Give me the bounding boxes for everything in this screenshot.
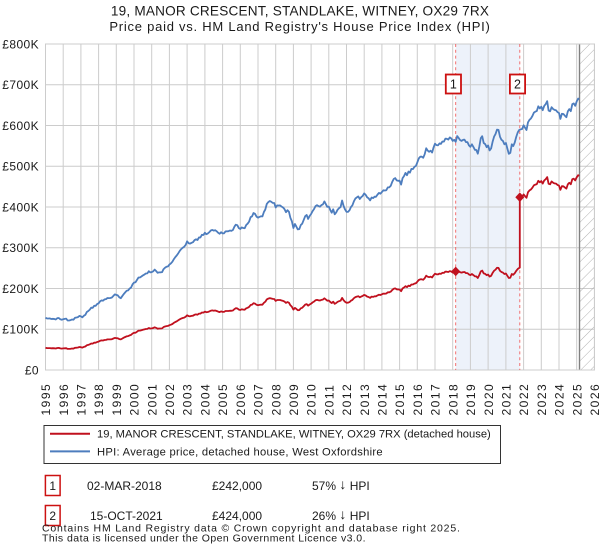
svg-text:2020: 2020 (482, 383, 496, 416)
svg-text:1995: 1995 (39, 383, 53, 416)
svg-text:2014: 2014 (376, 383, 390, 416)
svg-text:2003: 2003 (181, 383, 195, 416)
svg-text:2001: 2001 (145, 383, 159, 416)
svg-text:2012: 2012 (340, 383, 354, 416)
svg-text:57% ↓ HPI: 57% ↓ HPI (312, 476, 370, 493)
svg-text:19, MANOR CRESCENT, STANDLAKE,: 19, MANOR CRESCENT, STANDLAKE, WITNEY, O… (111, 4, 489, 19)
svg-text:2: 2 (514, 78, 521, 92)
svg-text:2007: 2007 (252, 383, 266, 416)
svg-text:2018: 2018 (446, 383, 460, 416)
svg-text:£100K: £100K (2, 323, 39, 337)
svg-text:26% ↓ HPI: 26% ↓ HPI (312, 506, 370, 523)
svg-text:£0: £0 (25, 363, 39, 377)
svg-text:£200K: £200K (2, 282, 39, 296)
svg-text:2005: 2005 (216, 383, 230, 416)
svg-text:2010: 2010 (305, 383, 319, 416)
svg-text:1: 1 (49, 479, 56, 493)
svg-text:02-MAR-2018: 02-MAR-2018 (87, 479, 162, 493)
svg-text:2023: 2023 (535, 383, 549, 416)
svg-text:2016: 2016 (411, 383, 425, 416)
svg-text:Contains HM Land Registry data: Contains HM Land Registry data © Crown c… (42, 523, 461, 535)
svg-text:2019: 2019 (464, 383, 478, 416)
svg-text:2008: 2008 (269, 383, 283, 416)
svg-text:2015: 2015 (393, 383, 407, 416)
svg-text:2: 2 (49, 509, 56, 523)
svg-text:1: 1 (450, 78, 457, 92)
svg-text:HPI: Average price, detached h: HPI: Average price, detached house, West… (97, 446, 383, 458)
svg-text:19, MANOR CRESCENT, STANDLAKE,: 19, MANOR CRESCENT, STANDLAKE, WITNEY, O… (97, 429, 491, 441)
svg-text:£800K: £800K (2, 37, 39, 51)
svg-text:Price paid vs. HM Land Registr: Price paid vs. HM Land Registry's House … (109, 19, 490, 34)
svg-text:2013: 2013 (358, 383, 372, 416)
svg-text:£424,000: £424,000 (212, 509, 262, 523)
svg-text:2026: 2026 (588, 383, 600, 416)
svg-text:15-OCT-2021: 15-OCT-2021 (90, 509, 163, 523)
svg-text:2004: 2004 (199, 383, 213, 416)
svg-text:1999: 1999 (110, 383, 124, 416)
svg-text:£700K: £700K (2, 78, 39, 92)
svg-text:£400K: £400K (2, 200, 39, 214)
svg-text:1997: 1997 (75, 383, 89, 416)
svg-text:2011: 2011 (322, 384, 336, 416)
svg-text:1998: 1998 (92, 383, 106, 416)
svg-text:2022: 2022 (517, 383, 531, 416)
svg-text:£242,000: £242,000 (212, 479, 262, 493)
svg-text:2017: 2017 (429, 383, 443, 416)
svg-text:2025: 2025 (570, 383, 584, 416)
svg-text:£300K: £300K (2, 241, 39, 255)
svg-text:2024: 2024 (553, 383, 567, 416)
svg-text:This data is licensed under th: This data is licensed under the Open Gov… (42, 533, 366, 545)
svg-text:1996: 1996 (57, 383, 71, 416)
svg-text:2006: 2006 (234, 383, 248, 416)
svg-text:2009: 2009 (287, 383, 301, 416)
svg-text:2021: 2021 (500, 383, 514, 416)
svg-text:£600K: £600K (2, 119, 39, 133)
svg-text:£500K: £500K (2, 160, 39, 174)
svg-text:2000: 2000 (128, 383, 142, 416)
svg-text:2002: 2002 (163, 383, 177, 416)
